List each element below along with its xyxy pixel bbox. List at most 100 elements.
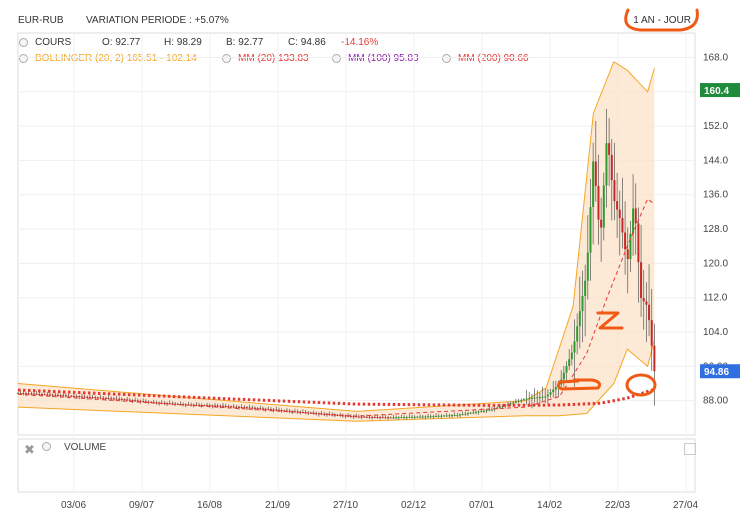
candle-body [190, 404, 193, 406]
gear-icon[interactable] [19, 54, 28, 63]
candle-body [134, 400, 137, 402]
candle-body [448, 415, 451, 417]
y-tick-label: 120.0 [703, 258, 728, 269]
candle-body [285, 410, 288, 412]
candle-body [126, 399, 129, 401]
candle-body [120, 398, 123, 400]
badge-last-value: 94.86 [704, 367, 729, 378]
candle-body [589, 207, 592, 253]
period-selector[interactable]: 1 AN - JOUR [633, 15, 691, 26]
candle-body [336, 414, 339, 416]
candle-body [131, 400, 134, 402]
candle-body [357, 416, 360, 418]
candle-body [504, 405, 507, 407]
candle-body [408, 416, 411, 418]
candle-body [245, 407, 248, 409]
gear-icon[interactable] [42, 442, 51, 454]
badge-upper-bg [700, 83, 740, 98]
candle-body [568, 359, 571, 366]
candle-body [392, 417, 395, 419]
candle-body [461, 414, 464, 416]
candle-body [554, 387, 557, 390]
candle-body [259, 408, 262, 410]
candle-body [315, 413, 318, 415]
candle-body [163, 402, 166, 404]
gear-icon[interactable] [19, 38, 28, 47]
x-axis: 03/06 09/07 16/08 21/09 27/10 02/12 07/01 14/02… [61, 500, 698, 511]
candle-body [339, 415, 342, 417]
plot-border [17, 32, 696, 436]
candle-body [214, 405, 217, 407]
candle-body [384, 417, 387, 419]
candle-body [490, 409, 493, 411]
legend-cours-label: COURS [35, 37, 72, 48]
bollinger-bands [17, 60, 655, 422]
candle-body [32, 393, 35, 395]
candle-body [544, 396, 547, 398]
x-tick-label: 07/01 [469, 500, 494, 511]
gear-icon[interactable] [332, 54, 341, 63]
candle-body [501, 405, 504, 407]
x-tick-label: 27/10 [333, 500, 358, 511]
candle-body [115, 398, 118, 400]
candle-body [110, 398, 113, 400]
candle-body [107, 398, 110, 400]
candle-body [602, 185, 605, 228]
candle-body [648, 304, 651, 321]
candle-body [19, 392, 22, 394]
legend-row-indicators: BOLLINGER (20, 2) 165.51 - 102.14 MM (20… [18, 52, 578, 66]
x-tick-label: 22/03 [605, 500, 630, 511]
candle-body [514, 401, 517, 403]
candle-body [488, 409, 491, 411]
candle-body [344, 415, 347, 417]
x-tick-label: 21/09 [265, 500, 290, 511]
candle-body [528, 398, 531, 400]
candle-body [261, 408, 264, 410]
candle-body [62, 395, 65, 397]
candle-body [541, 396, 544, 398]
candle-body [83, 396, 86, 398]
volume-label: VOLUME [64, 442, 107, 453]
candle-body [464, 413, 467, 415]
candle-body [222, 405, 225, 407]
candle-body [403, 417, 406, 419]
candle-body [94, 397, 97, 399]
variation-label: VARIATION PERIODE : +5.07% [86, 15, 229, 26]
candle-body [38, 393, 41, 395]
gear-icon[interactable] [222, 54, 231, 63]
candle-body [96, 397, 99, 399]
candle-body [211, 405, 214, 407]
y-tick-label: 144.0 [703, 155, 728, 166]
candle-body [474, 411, 477, 413]
candle-body [626, 249, 629, 260]
bollinger-fill [18, 61, 655, 422]
candle-body [618, 209, 621, 219]
candle-body [238, 406, 241, 408]
candle-body [634, 208, 637, 224]
candle-body [459, 414, 462, 416]
candle-body [75, 396, 78, 398]
candle-body [200, 404, 203, 406]
candle-body [546, 394, 549, 397]
candle-body [219, 405, 222, 407]
annotation-last-price-circle [625, 373, 657, 397]
candle-body [616, 201, 619, 210]
y-tick-label: 88.00 [703, 396, 728, 407]
candle-body [610, 154, 613, 181]
candle-body [147, 401, 150, 403]
candle-body [277, 409, 280, 411]
volume-expand-box[interactable] [684, 443, 696, 455]
candle-body [123, 399, 126, 401]
candle-body [48, 394, 51, 396]
close-icon[interactable]: ✖ [24, 442, 35, 457]
candle-body [573, 341, 576, 353]
legend-mm200: MM (200) 90.66 [458, 53, 529, 64]
gear-icon[interactable] [442, 54, 451, 63]
candle-body [56, 394, 59, 396]
y-axis: 168.0160.0152.0144.0136.0128.0120.0112.0… [703, 52, 728, 406]
candle-body [453, 415, 456, 417]
candle-body [118, 398, 121, 400]
candle-body [22, 393, 25, 395]
candle-body [224, 405, 227, 407]
